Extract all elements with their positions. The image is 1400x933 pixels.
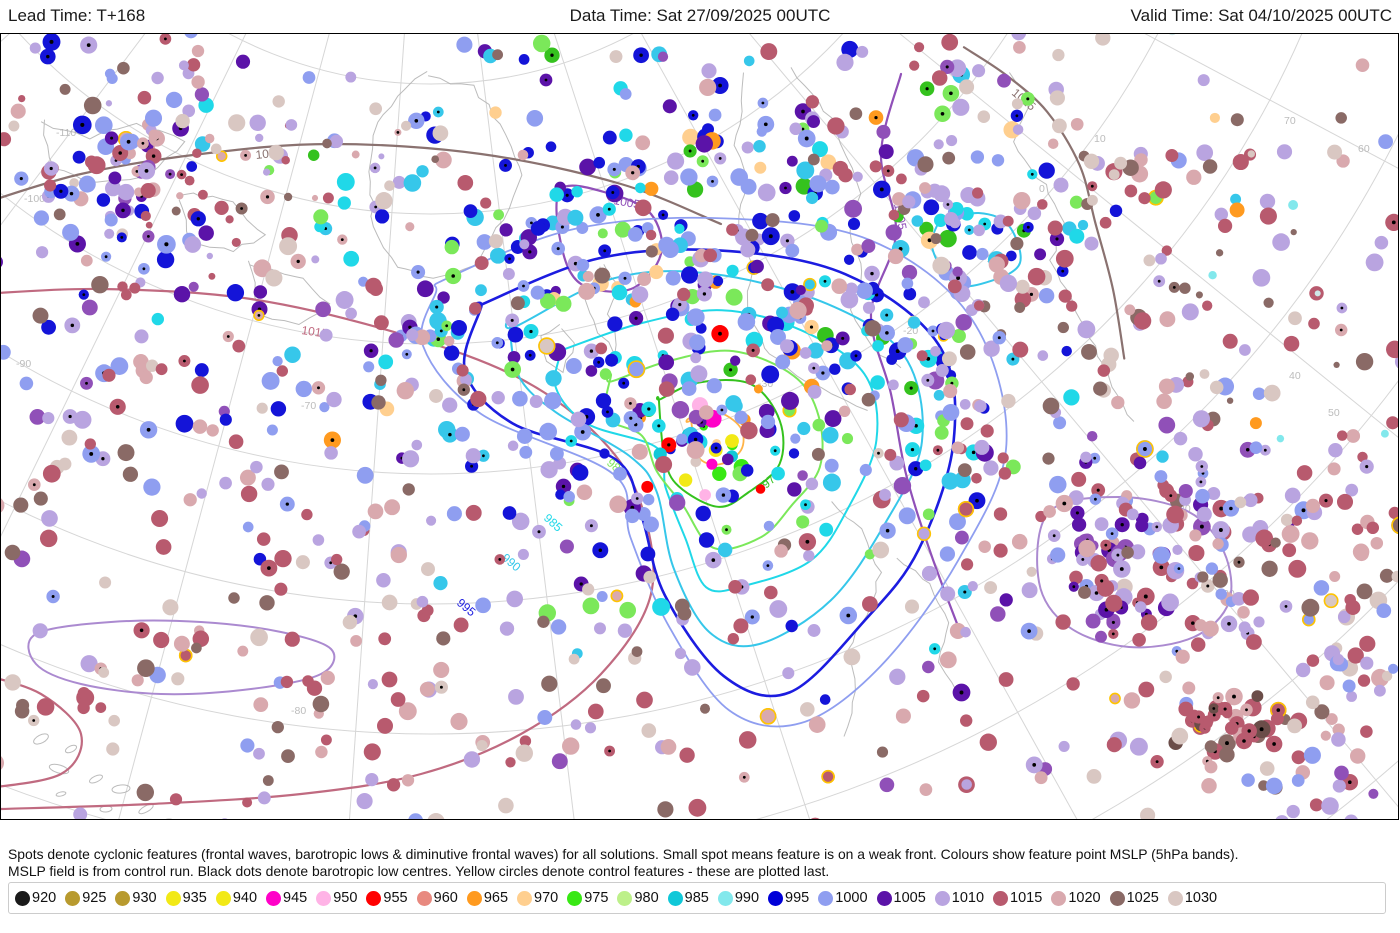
svg-text:0: 0 — [1039, 183, 1045, 195]
svg-text:40: 40 — [1289, 370, 1301, 382]
svg-text:-90: -90 — [16, 358, 31, 370]
svg-text:70: 70 — [1284, 115, 1296, 127]
svg-text:50: 50 — [1328, 407, 1340, 419]
svg-text:10: 10 — [1094, 133, 1106, 145]
svg-text:-100: -100 — [24, 193, 45, 205]
svg-text:-80: -80 — [291, 705, 306, 717]
svg-text:-70: -70 — [301, 400, 316, 412]
svg-text:60: 60 — [1358, 143, 1370, 155]
